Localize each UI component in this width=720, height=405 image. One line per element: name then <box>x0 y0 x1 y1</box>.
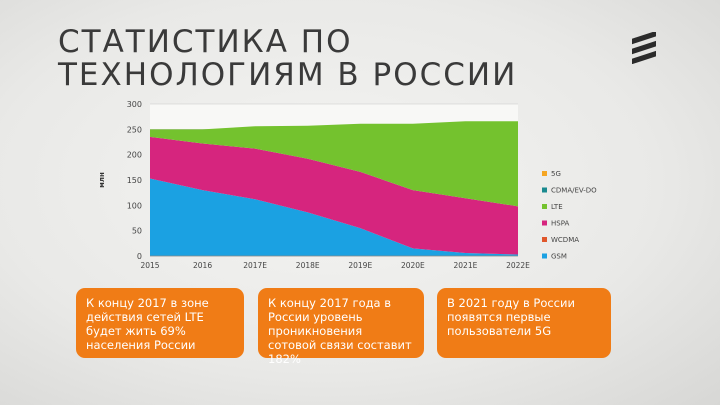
info-card-5g: В 2021 году в России появятся первые пол… <box>437 288 611 358</box>
x-tick-label: 2016 <box>193 261 212 270</box>
legend-swatch <box>542 253 547 259</box>
legend-label: GSM <box>551 253 567 261</box>
legend-swatch <box>542 187 547 193</box>
legend-swatch <box>542 220 547 226</box>
x-tick-label: 2022E <box>506 261 530 270</box>
x-tick-label: 2018E <box>296 261 320 270</box>
area-hspa <box>150 136 518 255</box>
y-tick-label: 200 <box>127 151 142 160</box>
area-gsm <box>150 178 518 256</box>
area-lte <box>150 121 518 207</box>
y-axis-label: млн <box>98 172 106 188</box>
legend-label: WCDMA <box>551 236 579 244</box>
info-card-penetration: К концу 2017 года в России уровень прони… <box>258 288 424 366</box>
chart-legend: 5G CDMA/EV-DO LTE HSPA WCDMA GSM <box>542 170 597 261</box>
x-tick-label: 2015 <box>140 261 159 270</box>
y-tick-label: 250 <box>127 125 142 134</box>
legend-label: 5G <box>551 170 561 178</box>
y-tick-label: 300 <box>127 100 142 109</box>
legend-swatch <box>542 237 547 242</box>
x-tick-label: 2020E <box>401 261 425 270</box>
chart-axes: 0 50 100 150 200 250 300 млн 2015 2016 2017E 2018E 2… <box>98 100 530 270</box>
chart-areas <box>150 121 518 256</box>
info-card-lte: К концу 2017 в зоне действия сетей LTE б… <box>76 288 244 358</box>
x-tick-label: 2021E <box>454 261 478 270</box>
legend-swatch <box>542 204 547 209</box>
y-tick-label: 50 <box>132 227 142 236</box>
ericsson-logo <box>632 32 656 64</box>
x-tick-label: 2019E <box>348 261 372 270</box>
legend-swatch <box>542 171 547 176</box>
x-tick-label: 2017E <box>243 261 267 270</box>
y-tick-label: 150 <box>127 176 142 185</box>
legend-label: CDMA/EV-DO <box>551 187 597 195</box>
technology-area-chart: 0 50 100 150 200 250 300 млн 2015 2016 2017E 2018E 2… <box>98 100 597 270</box>
legend-label: HSPA <box>551 220 569 228</box>
legend-label: LTE <box>551 203 563 211</box>
y-tick-label: 100 <box>127 201 142 210</box>
slide-title: СТАТИСТИКА ПО ТЕХНОЛОГИЯМ В РОССИИ <box>58 24 518 93</box>
y-tick-label: 0 <box>137 252 142 261</box>
